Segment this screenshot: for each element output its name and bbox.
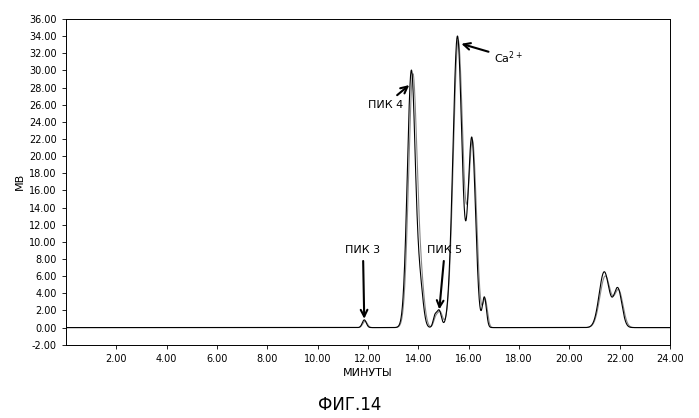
X-axis label: МИНУТЫ: МИНУТЫ bbox=[343, 368, 393, 378]
Text: Ca$^{2+}$: Ca$^{2+}$ bbox=[463, 43, 523, 66]
Text: ПИК 3: ПИК 3 bbox=[345, 245, 380, 316]
Text: ПИК 5: ПИК 5 bbox=[427, 245, 462, 307]
Text: ФИГ.14: ФИГ.14 bbox=[318, 396, 381, 414]
Y-axis label: МВ: МВ bbox=[15, 173, 25, 191]
Text: ПИК 4: ПИК 4 bbox=[368, 87, 408, 110]
